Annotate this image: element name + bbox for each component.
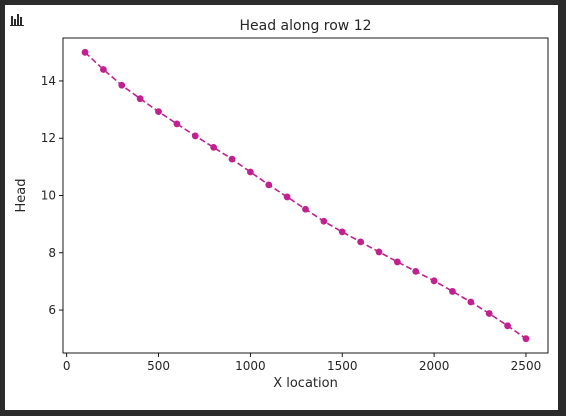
- y-tick-label: 12: [41, 131, 56, 145]
- data-point: [504, 322, 511, 330]
- data-point: [100, 66, 107, 73]
- data-point: [375, 248, 383, 256]
- series-line: [84, 51, 527, 340]
- plot-frame: [62, 37, 549, 354]
- y-tick-label: 6: [48, 303, 56, 317]
- data-point: [246, 168, 254, 176]
- data-point: [81, 48, 89, 56]
- data-point: [191, 132, 199, 140]
- data-point: [136, 95, 144, 103]
- data-point: [320, 217, 328, 225]
- x-axis-label: X location: [273, 376, 338, 391]
- chart-title: Head along row 12: [239, 18, 371, 34]
- bar-chart-icon[interactable]: [9, 11, 25, 27]
- data-point: [467, 298, 475, 306]
- data-point: [338, 228, 346, 236]
- data-point: [173, 120, 181, 128]
- data-point: [228, 155, 236, 163]
- x-tick-label: 2000: [419, 359, 450, 373]
- y-axis-label: Head: [14, 179, 29, 213]
- data-point: [393, 258, 401, 266]
- data-point: [357, 238, 365, 246]
- data-point: [485, 310, 493, 317]
- x-tick-label: 1500: [327, 359, 358, 373]
- y-tick-label: 10: [41, 189, 56, 203]
- data-point: [449, 288, 456, 295]
- figure-canvas: 0 500 1000 1500 2000 2500 6 8 10 12 14 Head along r…: [5, 5, 558, 410]
- data-point: [210, 143, 218, 151]
- y-tick-label: 8: [48, 246, 56, 260]
- y-tick-label: 14: [41, 74, 56, 88]
- data-point: [430, 277, 438, 285]
- data-point: [412, 267, 420, 275]
- data-point: [283, 193, 291, 201]
- data-point: [118, 81, 126, 89]
- data-point: [265, 181, 273, 189]
- plot-group: 0 500 1000 1500 2000 2500 6 8 10 12 14 Head along r…: [14, 18, 549, 391]
- data-point: [302, 205, 309, 213]
- x-tick-label: 0: [63, 359, 71, 373]
- data-point: [155, 108, 162, 115]
- x-tick-label: 500: [147, 359, 170, 373]
- x-tick-label: 1000: [235, 359, 266, 373]
- line-chart: 0 500 1000 1500 2000 2500 6 8 10 12 14 Head along r…: [14, 18, 549, 391]
- data-point: [522, 335, 530, 343]
- x-tick-label: 2500: [511, 359, 542, 373]
